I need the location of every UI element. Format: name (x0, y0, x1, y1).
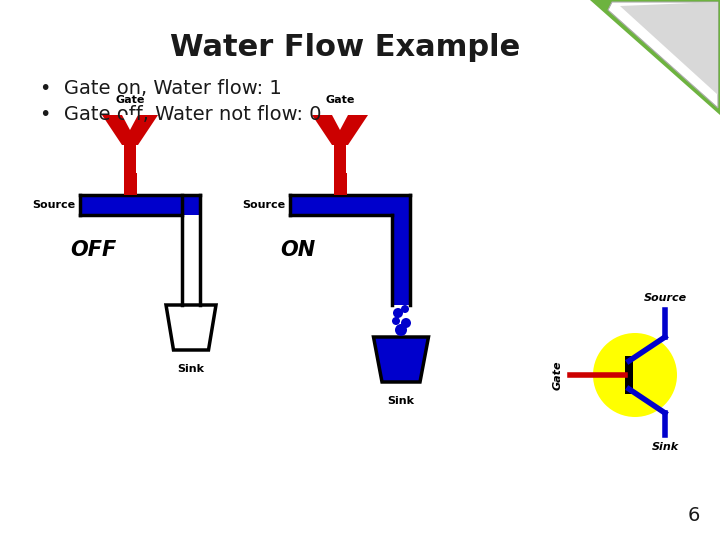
Text: 6: 6 (688, 506, 700, 525)
Polygon shape (608, 2, 718, 108)
Polygon shape (374, 337, 428, 382)
Text: •  Gate off, Water not flow: 0: • Gate off, Water not flow: 0 (40, 105, 322, 125)
Text: Gate: Gate (325, 95, 355, 105)
Circle shape (401, 318, 411, 328)
Polygon shape (166, 305, 216, 350)
Polygon shape (620, 2, 718, 95)
Polygon shape (590, 0, 720, 115)
Bar (333, 145, 346, 173)
Polygon shape (102, 115, 158, 145)
Circle shape (395, 324, 407, 336)
Bar (124, 145, 136, 173)
Polygon shape (122, 115, 138, 130)
Text: Sink: Sink (387, 396, 415, 406)
Circle shape (593, 333, 677, 417)
Text: Water Flow Example: Water Flow Example (170, 32, 520, 62)
Circle shape (392, 317, 400, 325)
Polygon shape (312, 115, 368, 145)
Text: Source: Source (644, 293, 687, 303)
Text: Sink: Sink (178, 364, 204, 374)
Text: Source: Source (32, 200, 75, 210)
Polygon shape (332, 115, 348, 130)
Bar (625, 356, 633, 394)
Text: Gate: Gate (115, 95, 145, 105)
Text: Sink: Sink (652, 442, 678, 452)
Bar (80, 195, 200, 215)
Text: Source: Source (242, 200, 285, 210)
Bar (290, 195, 410, 215)
Circle shape (393, 308, 403, 318)
Text: Gate: Gate (553, 360, 563, 390)
Text: ON: ON (280, 240, 315, 260)
Bar (124, 173, 137, 195)
Bar (333, 173, 346, 195)
Text: •  Gate on, Water flow: 1: • Gate on, Water flow: 1 (40, 78, 282, 98)
Circle shape (401, 305, 409, 313)
Text: OFF: OFF (70, 240, 116, 260)
Bar (392, 195, 410, 305)
